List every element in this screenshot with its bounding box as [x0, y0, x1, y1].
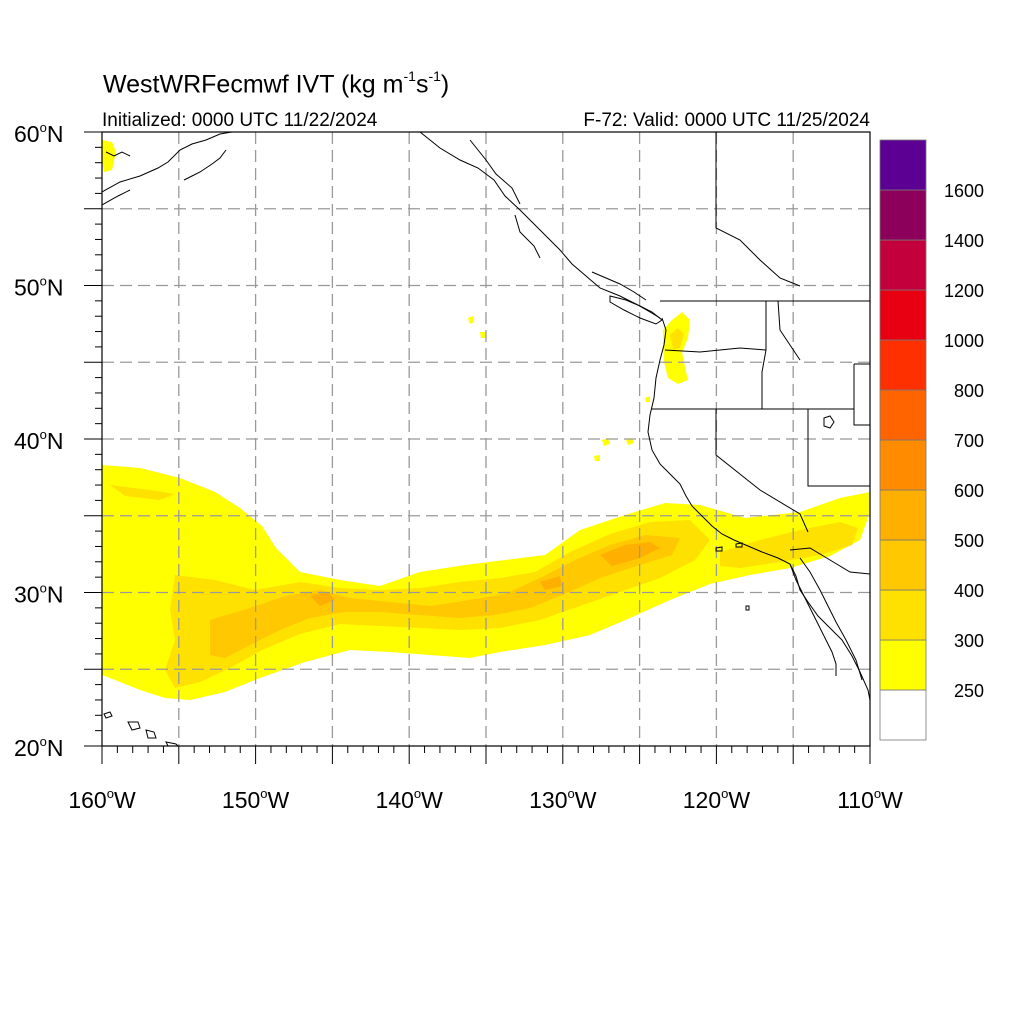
colorbar-swatch [879, 389, 927, 441]
colorbar-label: 1200 [944, 281, 984, 301]
lat-label: 60oN [14, 120, 63, 147]
lon-label: 140oW [376, 786, 444, 813]
colorbar-swatch [879, 689, 927, 741]
lon-label: 120oW [683, 786, 751, 813]
ivt-band-500 [310, 542, 660, 606]
lon-label: 130oW [529, 786, 597, 813]
coastlines [102, 132, 870, 746]
colorbar-label: 600 [954, 481, 984, 501]
colorbar-swatch [879, 339, 927, 391]
lon-label: 110oW [837, 786, 903, 813]
colorbar-label: 1400 [944, 231, 984, 251]
colorbar-swatch [879, 639, 927, 691]
colorbar-label: 700 [954, 431, 984, 451]
longitude-labels: 160oW 150oW 140oW 130oW 120oW 110oW [68, 786, 903, 813]
lon-label: 160oW [68, 786, 136, 813]
colorbar-swatch [879, 489, 927, 541]
lon-label: 150oW [222, 786, 290, 813]
colorbar-label: 400 [954, 581, 984, 601]
political-boundaries [652, 132, 870, 575]
latitude-labels: 60oN 50oN 40oN 30oN 20oN [14, 120, 63, 761]
colorbar-swatch [879, 189, 927, 241]
colorbar-label: 500 [954, 531, 984, 551]
colorbar-swatch [879, 539, 927, 591]
map-title: WestWRFecmwf IVT (kg m-1s-1) [103, 68, 450, 99]
lat-label: 20oN [14, 734, 63, 761]
initialized-text: Initialized: 0000 UTC 11/22/2024 [102, 110, 378, 131]
axis-ticks [84, 131, 871, 764]
colorbar-label: 1600 [944, 181, 984, 201]
colorbar-labels: 250 300 400 500 600 700 800 1000 1200 1400 1600 [944, 181, 984, 701]
colorbar-swatch [879, 289, 927, 341]
colorbar-label: 800 [954, 381, 984, 401]
colorbar-swatch [879, 139, 927, 191]
colorbar [879, 139, 927, 741]
lat-label: 30oN [14, 581, 63, 608]
colorbar-label: 300 [954, 631, 984, 651]
map-area [102, 132, 870, 746]
colorbar-swatch [879, 589, 927, 641]
colorbar-label: 1000 [944, 331, 984, 351]
graticule [102, 132, 870, 746]
valid-time-text: F-72: Valid: 0000 UTC 11/25/2024 [583, 110, 870, 131]
lat-label: 40oN [14, 427, 63, 454]
colorbar-swatch [879, 439, 927, 491]
colorbar-swatch [879, 239, 927, 291]
colorbar-label: 250 [954, 681, 984, 701]
lat-label: 50oN [14, 274, 63, 301]
